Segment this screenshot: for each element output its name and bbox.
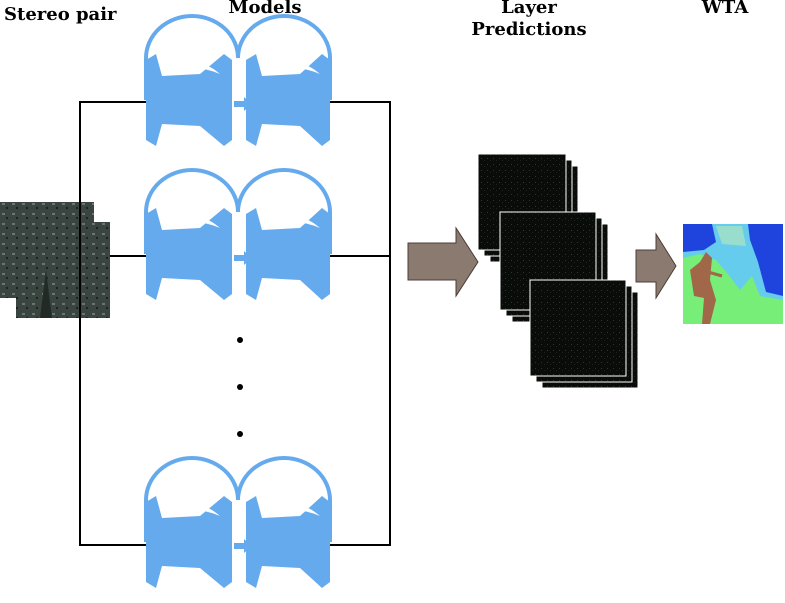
- stereo-right-image: [16, 222, 110, 318]
- layer-predictions-stack: [477, 153, 639, 389]
- vertical-dots-icon: [237, 337, 243, 437]
- stereo-pair-heading: Stereo pair: [4, 4, 117, 25]
- stereo-pair-images: [0, 202, 110, 318]
- wta-heading: WTA: [701, 0, 749, 18]
- layer-predictions-heading-line2: Predictions: [471, 19, 587, 40]
- flow-arrow-icon: [407, 226, 479, 298]
- model-bottom: [144, 456, 332, 590]
- models-heading: Models: [228, 0, 302, 18]
- layer-predictions-heading: Layer Predictions: [434, 0, 624, 41]
- wta-output-image: [683, 224, 783, 324]
- layer-predictions-heading-line1: Layer: [501, 0, 557, 18]
- flow-arrow-icon: [635, 232, 677, 300]
- connector-lines: [79, 101, 391, 546]
- model-top: [144, 14, 332, 148]
- model-middle: [144, 168, 332, 302]
